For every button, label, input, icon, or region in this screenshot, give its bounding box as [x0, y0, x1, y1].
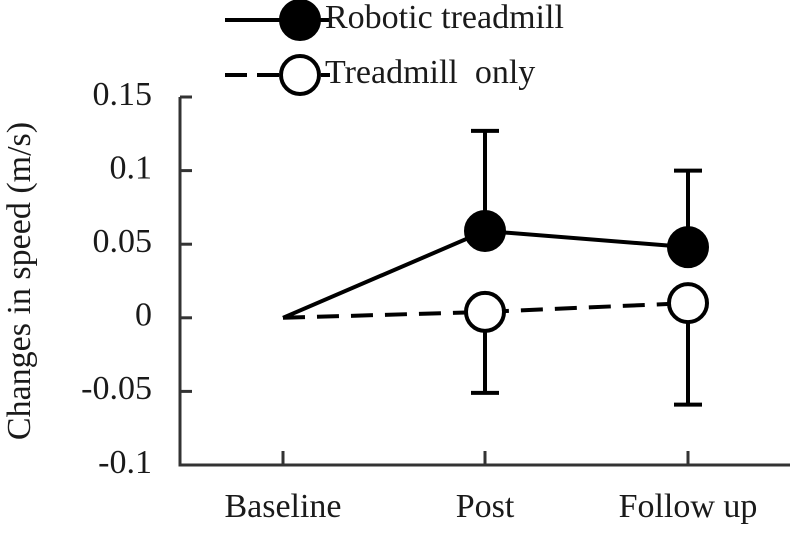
legend-label: Robotic treadmill [325, 0, 564, 36]
legend-marker [279, 54, 321, 96]
x-tick-label: Baseline [224, 488, 341, 525]
y-tick-label: 0 [135, 297, 152, 334]
x-tick-label: Post [456, 488, 515, 525]
x-tick-label: Follow up [619, 488, 758, 525]
legend-marker [279, 0, 321, 41]
y-tick-label: 0.05 [93, 223, 153, 260]
legend-label: Treadmill only [325, 54, 535, 91]
y-tick-label: 0.1 [110, 149, 153, 186]
y-tick-label: 0.15 [93, 76, 153, 113]
y-tick-label: -0.05 [81, 370, 152, 407]
marker [667, 226, 709, 269]
y-tick-label: -0.1 [98, 444, 152, 481]
marker [667, 282, 709, 325]
marker [464, 209, 506, 252]
marker [464, 290, 506, 333]
y-axis-label: Changes in speed (m/s) [1, 122, 38, 440]
